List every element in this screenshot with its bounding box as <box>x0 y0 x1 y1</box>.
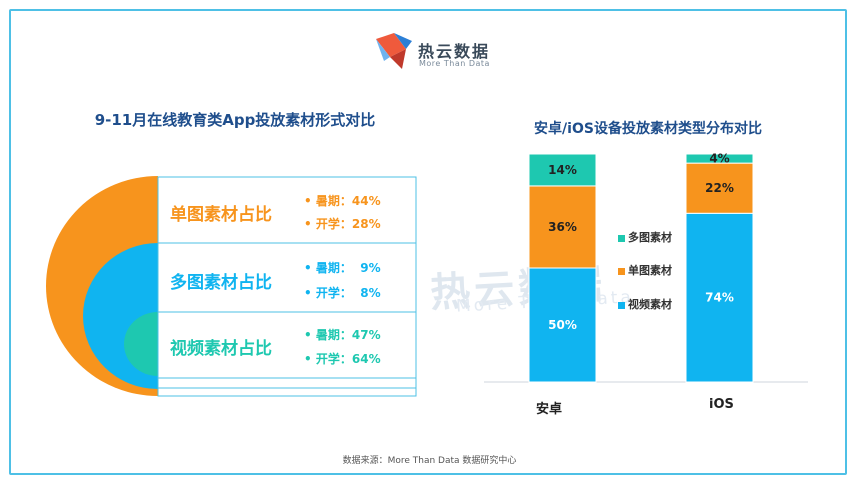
bullet-single-summer: • 暑期：44% <box>304 194 381 208</box>
teal-semicircle <box>124 312 158 376</box>
bar-1-series-2 <box>685 153 754 164</box>
school-value: 28% <box>351 217 381 231</box>
row-box-1 <box>157 176 417 244</box>
summer-value: 44% <box>351 194 381 208</box>
brand-logo-icon <box>376 33 412 69</box>
brand-tagline: More Than Data <box>419 59 490 68</box>
bar-label-0-series-1: 36% <box>548 220 577 234</box>
legend-item-multi: 多图素材 <box>618 229 672 245</box>
legend-item-video: 视频素材 <box>618 296 672 312</box>
summer-value: 47% <box>351 328 381 342</box>
school-value: 8% <box>360 286 381 300</box>
legend-swatch-single <box>618 267 625 275</box>
bar-label-1-series-0: 74% <box>705 291 734 305</box>
school-label: 开学： <box>315 217 352 231</box>
category-label-video: 视频素材占比 <box>170 339 272 359</box>
bullet-video-school: • 开学：64% <box>304 352 381 366</box>
bar-label-0-series-2: 14% <box>548 163 577 177</box>
bullet-multi-summer: • 暑期： 9% <box>304 261 381 275</box>
bar-1-series-0 <box>685 212 754 383</box>
left-chart-title: 9-11月在线教育类App投放素材形式对比 <box>94 111 376 129</box>
category-label-multi: 多图素材占比 <box>170 273 272 293</box>
legend-item-single: 单图素材 <box>618 262 672 278</box>
legend-label-video: 视频素材 <box>628 298 672 311</box>
bar-label-1-series-1: 22% <box>705 181 734 195</box>
school-value: 64% <box>351 352 381 366</box>
bar-0-series-2 <box>528 153 597 187</box>
bullet-video-summer: • 暑期：47% <box>304 328 381 342</box>
source-note: 数据来源：More Than Data 数据研究中心 <box>342 456 517 466</box>
row-box-5 <box>157 387 417 397</box>
legend-swatch-video <box>618 301 625 309</box>
school-label: 开学： <box>315 352 352 366</box>
brand-name: 热云数据 <box>418 42 491 61</box>
summer-value: 9% <box>360 261 381 275</box>
outer-frame <box>9 9 847 475</box>
bar-label-0-series-0: 50% <box>548 318 577 332</box>
summer-label: 暑期： <box>315 194 352 208</box>
x-tick-ios: iOS <box>709 397 734 412</box>
legend-swatch-multi <box>618 234 625 242</box>
bullet-single-school: • 开学：28% <box>304 217 381 231</box>
bullet-multi-school: • 开学： 8% <box>304 286 381 300</box>
summer-label: 暑期： <box>315 328 352 342</box>
category-label-single: 单图素材占比 <box>170 205 272 225</box>
legend-label-multi: 多图素材 <box>628 231 672 244</box>
bar-1-series-1 <box>685 162 754 214</box>
summer-label: 暑期： <box>315 261 352 275</box>
x-tick-android: 安卓 <box>536 402 563 417</box>
school-label: 开学： <box>315 286 352 300</box>
bar-label-1-series-2: 4% <box>709 152 729 166</box>
legend-label-single: 单图素材 <box>628 264 672 277</box>
right-chart-title: 安卓/iOS设备投放素材类型分布对比 <box>534 121 762 137</box>
row-box-3 <box>157 311 417 379</box>
